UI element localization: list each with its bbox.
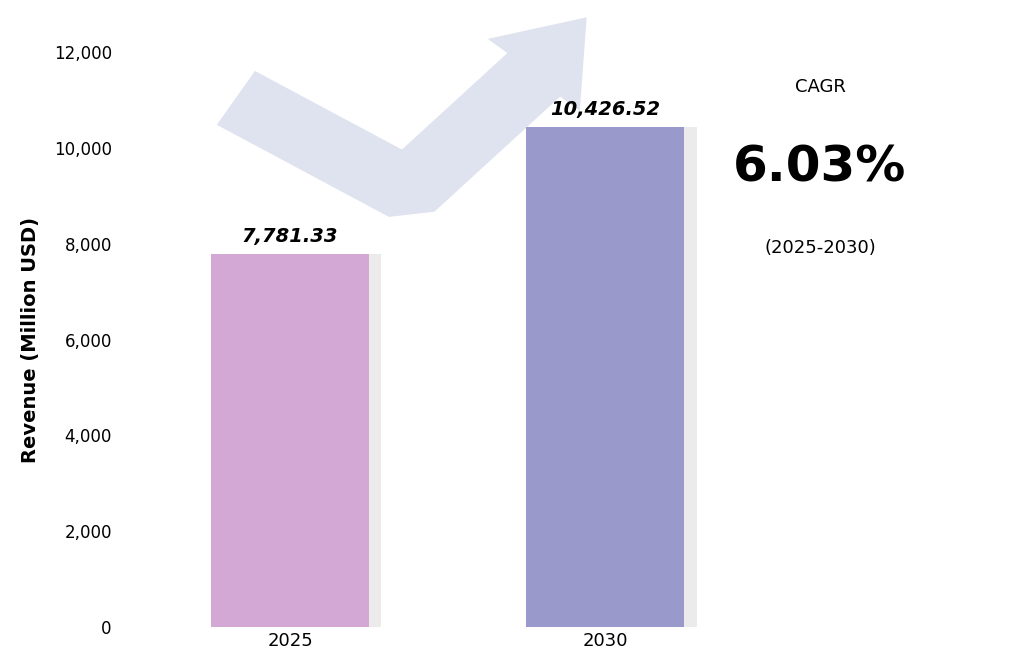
Bar <box>211 254 369 627</box>
Bar <box>223 254 381 641</box>
Text: 7,781.33: 7,781.33 <box>242 227 338 246</box>
Text: 6.03%: 6.03% <box>733 144 907 192</box>
Bar <box>539 127 697 641</box>
Bar <box>527 127 684 627</box>
Text: (2025-2030): (2025-2030) <box>764 240 876 257</box>
Y-axis label: Revenue (Million USD): Revenue (Million USD) <box>20 217 40 462</box>
Text: 10,426.52: 10,426.52 <box>550 100 660 119</box>
Polygon shape <box>216 17 586 217</box>
Text: CAGR: CAGR <box>794 79 846 96</box>
